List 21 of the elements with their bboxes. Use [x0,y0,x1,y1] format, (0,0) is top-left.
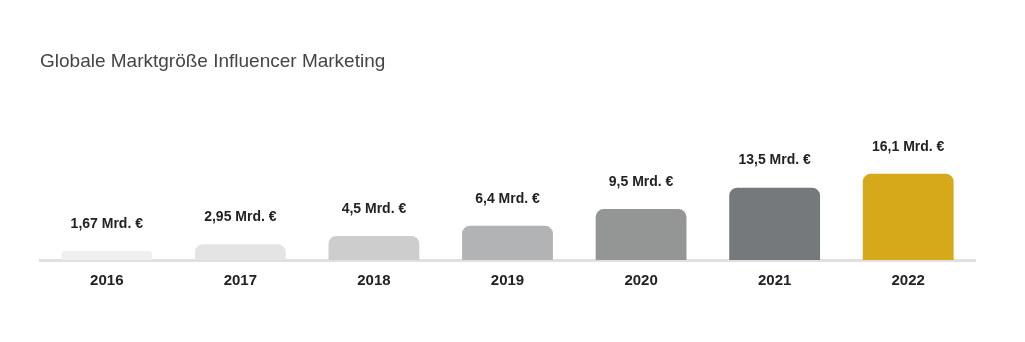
bar [729,187,821,260]
x-tick-label: 2019 [490,271,525,289]
chart-title: Globale Marktgröße Influencer Marketing [40,49,386,71]
data-label: 6,4 Mrd. € [475,189,540,206]
bar [328,235,420,260]
data-label: 16,1 Mrd. € [872,137,945,154]
x-tick-label: 2016 [90,271,124,289]
x-tick-label: 2022 [891,271,925,289]
data-label: 4,5 Mrd. € [341,199,407,216]
data-label: 2,95 Mrd. € [204,208,277,225]
bar [61,251,153,260]
x-tick-label: 2020 [624,271,658,289]
x-tick-label: 2017 [223,271,258,289]
x-tick-label: 2021 [757,271,792,289]
bar [462,225,553,260]
data-label: 1,67 Mrd. € [70,214,144,231]
bar [862,173,954,260]
x-tick-label: 2018 [357,271,391,289]
data-label: 13,5 Mrd. € [738,151,812,168]
data-label: 9,5 Mrd. € [608,172,674,189]
bar [595,209,687,260]
